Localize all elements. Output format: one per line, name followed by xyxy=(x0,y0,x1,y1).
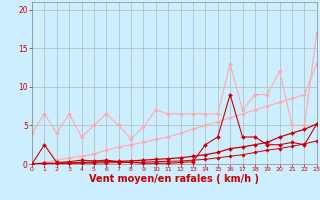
X-axis label: Vent moyen/en rafales ( km/h ): Vent moyen/en rafales ( km/h ) xyxy=(89,174,260,184)
